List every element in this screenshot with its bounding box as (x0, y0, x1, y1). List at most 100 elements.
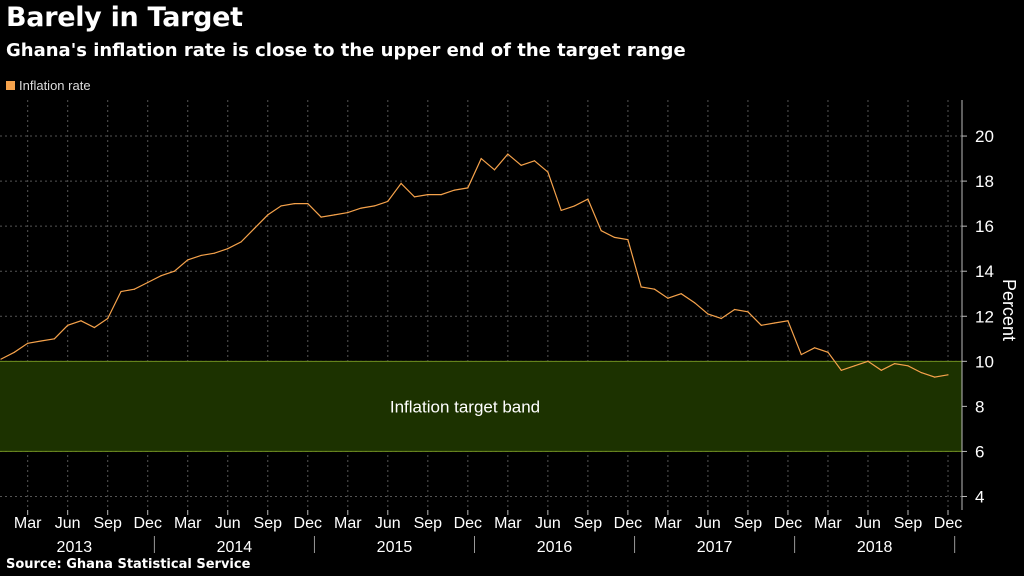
data-point (653, 288, 656, 290)
data-point (280, 205, 282, 207)
x-tick-label: Mar (174, 515, 202, 532)
data-point (547, 171, 549, 173)
y-tick-label: 20 (975, 127, 994, 146)
data-point (333, 214, 336, 216)
data-point (867, 360, 869, 362)
data-point (213, 252, 216, 254)
data-point (533, 160, 536, 162)
x-tick-label: Dec (774, 515, 802, 532)
x-tick-label: Mar (334, 515, 362, 532)
data-point (707, 313, 709, 315)
data-point (387, 200, 389, 202)
data-point (640, 286, 642, 288)
data-point (693, 302, 696, 304)
data-point (800, 353, 802, 356)
data-point (480, 157, 482, 160)
chart-subtitle: Ghana's inflation rate is close to the u… (6, 40, 686, 61)
data-point (827, 351, 829, 353)
chart-title: Barely in Target (6, 2, 243, 33)
data-point (560, 209, 562, 211)
year-label: 2016 (537, 539, 573, 556)
x-tick-label: Dec (133, 515, 161, 532)
data-point (774, 322, 776, 324)
data-point (240, 241, 242, 243)
x-tick-label: Jun (695, 515, 721, 532)
x-tick-label: Dec (454, 515, 482, 532)
x-tick-label: Jun (855, 515, 881, 532)
x-tick-label: Dec (934, 515, 962, 532)
data-point (440, 194, 442, 196)
data-point (934, 376, 936, 378)
data-point (120, 290, 122, 293)
year-label: 2013 (57, 539, 93, 556)
data-point (840, 369, 842, 371)
x-tick-label: Jun (375, 515, 401, 532)
data-point (920, 371, 922, 374)
series-layer (0, 153, 949, 378)
data-point (27, 342, 29, 344)
year-label: 2014 (217, 539, 253, 556)
y-tick-label: 4 (975, 487, 984, 506)
target-band-label: Inflation target band (390, 397, 540, 416)
y-tick-label: 8 (975, 397, 984, 416)
x-tick-label: Sep (414, 515, 443, 532)
data-point (147, 281, 149, 284)
data-point (400, 182, 402, 184)
x-tick-label: Mar (654, 515, 682, 532)
data-point (53, 338, 55, 340)
data-point (107, 317, 109, 320)
data-point (293, 203, 296, 205)
data-point (814, 347, 816, 349)
x-tick-label: Dec (294, 515, 322, 532)
data-point (600, 230, 602, 232)
year-label: 2015 (377, 539, 413, 556)
data-point (373, 205, 376, 207)
x-tick-label: Sep (894, 515, 923, 532)
data-point (720, 317, 722, 320)
data-point (613, 236, 616, 239)
legend-label: Inflation rate (19, 78, 91, 93)
data-point (467, 187, 469, 189)
data-point (13, 351, 15, 353)
data-point (93, 326, 95, 329)
year-label: 2018 (857, 539, 893, 556)
x-tick-label: Jun (215, 515, 241, 532)
data-point (320, 216, 322, 218)
data-point (307, 203, 309, 205)
data-point (667, 297, 669, 299)
chart-legend: Inflation rate (6, 78, 91, 93)
data-point (160, 275, 162, 277)
data-point (413, 196, 416, 198)
y-tick-label: 12 (975, 307, 994, 326)
data-point (360, 207, 362, 209)
x-tick-label: Sep (254, 515, 283, 532)
axis-layer: 4 6 8 10 12 14 16 18 20 Percent Mar Jun Sep Dec Mar Jun… (14, 100, 1019, 556)
y-axis-title: Percent (999, 279, 1019, 341)
target-band (0, 361, 962, 452)
data-point (493, 169, 496, 171)
y-tick-label: 18 (975, 172, 994, 191)
data-point (573, 205, 576, 207)
data-point (227, 248, 229, 250)
x-tick-label: Dec (614, 515, 642, 532)
x-tick-label: Jun (535, 515, 561, 532)
data-point (907, 365, 909, 367)
data-point (507, 153, 509, 155)
data-point (347, 212, 349, 214)
data-point (173, 270, 175, 272)
data-point (40, 340, 42, 342)
data-point (253, 227, 256, 230)
data-point (133, 288, 135, 290)
y-tick-label: 16 (975, 217, 994, 236)
x-tick-label: Sep (93, 515, 122, 532)
y-tick-label: 10 (975, 352, 994, 371)
data-point (680, 293, 682, 295)
x-tick-label: Mar (14, 515, 42, 532)
data-point (427, 194, 429, 196)
year-label: 2017 (697, 539, 733, 556)
data-point (947, 374, 949, 376)
legend-swatch (6, 81, 15, 90)
data-point (453, 189, 456, 191)
x-tick-label: Sep (574, 515, 603, 532)
target-band-layer: Inflation target band (0, 360, 962, 452)
